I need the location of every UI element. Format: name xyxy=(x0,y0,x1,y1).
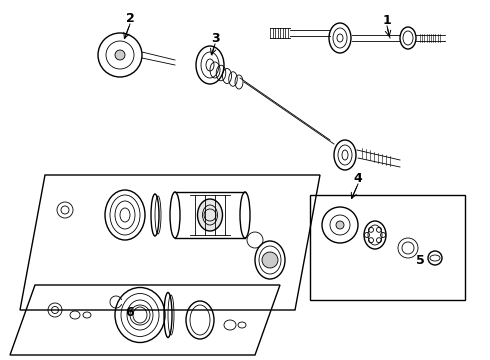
Ellipse shape xyxy=(197,199,222,231)
Text: 5: 5 xyxy=(416,253,424,266)
Circle shape xyxy=(115,50,125,60)
Text: 2: 2 xyxy=(125,12,134,24)
Text: 6: 6 xyxy=(126,306,134,319)
Text: 4: 4 xyxy=(354,171,363,185)
Text: 3: 3 xyxy=(211,32,220,45)
Circle shape xyxy=(262,252,278,268)
Text: 1: 1 xyxy=(383,14,392,27)
Circle shape xyxy=(336,221,344,229)
